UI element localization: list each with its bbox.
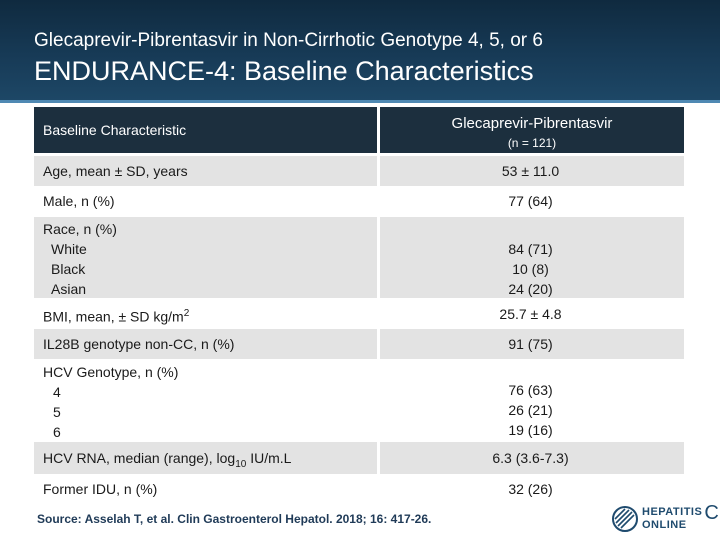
column-separator <box>377 153 380 507</box>
row-value: 32 (26) <box>508 481 553 497</box>
row-value: 53 ± 11.0 <box>501 163 560 179</box>
row-value: 6.3 (3.6-7.3) <box>492 450 569 466</box>
row-label-text: HCV RNA, median (range), log <box>43 450 236 466</box>
slide-title: ENDURANCE-4: Baseline Characteristics <box>34 56 534 86</box>
row-label-group: Race, n (%) White Black Asian <box>34 217 377 298</box>
row-label-group: HCV Genotype, n (%) 4 5 6 <box>34 360 377 442</box>
row-value: 10 (8) <box>512 261 549 277</box>
row-value: 24 (20) <box>508 281 553 297</box>
row-value-group: 76 (63) 26 (21) 19 (16) <box>377 360 684 442</box>
row-value: 26 (21) <box>508 402 553 418</box>
table-row: IL28B genotype non-CC, n (%) 91 (75) <box>34 329 684 359</box>
table-row: Age, mean ± SD, years 53 ± 11.0 <box>34 156 684 186</box>
row-label-text: BMI, mean, ± SD kg/m <box>43 308 184 325</box>
logo-letter: C <box>704 501 719 524</box>
row-label: Male, n (%) <box>43 193 115 209</box>
row-sublabel: 4 <box>53 384 61 400</box>
source-citation: Source: Asselah T, et al. Clin Gastroent… <box>37 512 432 526</box>
logo-wordmark: HEPATITIS ONLINE <box>642 506 702 532</box>
row-value: 84 (71) <box>508 241 553 257</box>
treatment-n: (n = 121) <box>507 136 557 150</box>
table-row: HCV Genotype, n (%) 4 5 6 76 (63) 26 (21… <box>34 360 684 442</box>
column-header-treatment: Glecaprevir-Pibrentasvir (n = 121) <box>380 107 684 153</box>
row-sublabel: Black <box>51 261 86 277</box>
hepatitis-c-online-logo-icon <box>612 506 638 532</box>
row-label-subscript: 10 <box>235 458 247 470</box>
table-row: HCV RNA, median (range), log10 IU/m.L 6.… <box>34 442 684 474</box>
row-value: 76 (63) <box>508 382 553 398</box>
column-header-characteristic: Baseline Characteristic <box>34 107 377 153</box>
hepatitis-c-online-logo: HEPATITIS ONLINE C <box>612 502 719 532</box>
row-value: 19 (16) <box>508 422 553 438</box>
row-label-superscript: 2 <box>183 308 190 319</box>
row-label: Age, mean ± SD, years <box>43 163 188 179</box>
table-header-row: Baseline Characteristic Glecaprevir-Pibr… <box>34 107 684 153</box>
row-value: 77 (64) <box>508 193 553 209</box>
logo-line-2: ONLINE <box>642 519 687 531</box>
header-divider <box>0 100 720 103</box>
row-sublabel: White <box>51 241 87 257</box>
table-row: Race, n (%) White Black Asian 84 (71) 10… <box>34 217 684 298</box>
row-label: IL28B genotype non-CC, n (%) <box>43 336 235 352</box>
row-sublabel: 5 <box>53 404 61 420</box>
row-label: Race, n (%) <box>43 221 117 237</box>
row-value: 25.7 ± 4.8 <box>499 306 562 322</box>
slide-header: Glecaprevir-Pibrentasvir in Non-Cirrhoti… <box>0 0 720 100</box>
row-label: HCV RNA, median (range), log10 IU/m.L <box>34 442 377 474</box>
row-sublabel: 6 <box>53 424 61 440</box>
row-label-text: IU/m.L <box>246 450 292 466</box>
table-row: Male, n (%) 77 (64) <box>34 186 684 216</box>
row-sublabel: Asian <box>51 281 87 297</box>
table-row: BMI, mean, ± SD kg/m2 25.7 ± 4.8 <box>34 299 684 329</box>
row-label: Former IDU, n (%) <box>43 481 158 497</box>
logo-line-1: HEPATITIS <box>642 506 703 518</box>
table-row: Former IDU, n (%) 32 (26) <box>34 474 684 504</box>
treatment-name: Glecaprevir-Pibrentasvir <box>451 115 613 132</box>
slide-subtitle: Glecaprevir-Pibrentasvir in Non-Cirrhoti… <box>34 30 543 51</box>
row-label: BMI, mean, ± SD kg/m2 <box>34 299 377 329</box>
row-value: 91 (75) <box>508 336 553 352</box>
row-value-group: 84 (71) 10 (8) 24 (20) <box>377 217 684 298</box>
row-label: HCV Genotype, n (%) <box>43 364 179 380</box>
